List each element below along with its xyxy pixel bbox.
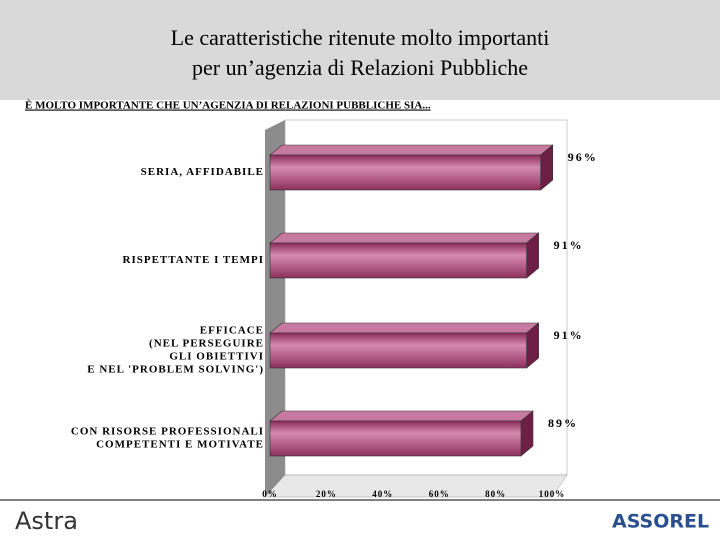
bar <box>269 242 527 279</box>
value-label: 89% <box>548 416 578 430</box>
category-label: SERIA, AFFIDABILE <box>141 166 264 178</box>
category-label: RISPETTANTE I TEMPI <box>123 254 264 266</box>
x-tick-label: 0% <box>262 489 278 499</box>
value-label: 96% <box>568 150 598 164</box>
bar <box>269 420 522 457</box>
logo-left: Astra <box>15 507 78 535</box>
x-tick-label: 80% <box>485 489 506 499</box>
x-tick-label: 60% <box>429 489 450 499</box>
category-label: COMPETENTI E MOTIVATE <box>96 439 264 451</box>
bar-top <box>269 410 534 422</box>
title: Le caratteristiche ritenute molto import… <box>171 25 550 50</box>
bar-top <box>269 322 540 334</box>
category-label: CON RISORSE PROFESSIONALI <box>71 426 264 438</box>
x-tick-label: 40% <box>372 489 393 499</box>
category-label: E NEL 'PROBLEM SOLVING') <box>87 364 264 376</box>
bar-top <box>269 144 554 156</box>
value-label: 91% <box>554 238 584 252</box>
x-tick-label: 20% <box>316 489 337 499</box>
category-label: EFFICACE <box>200 325 264 337</box>
header-band <box>0 0 720 100</box>
side-wall <box>265 120 285 497</box>
subtitle: È MOLTO IMPORTANTE CHE UN’AGENZIA DI REL… <box>25 100 431 112</box>
bar-top <box>269 232 540 244</box>
logo-right: ASSOREL <box>612 511 709 533</box>
title: per un’agenzia di Relazioni Pubbliche <box>192 55 528 80</box>
bar <box>269 154 542 191</box>
category-label: (NEL PERSEGUIRE <box>149 338 264 350</box>
floor <box>264 474 568 498</box>
x-tick-label: 100% <box>539 489 566 499</box>
value-label: 91% <box>554 328 584 342</box>
category-label: GLI OBIETTIVI <box>169 351 264 363</box>
bar <box>269 332 527 369</box>
